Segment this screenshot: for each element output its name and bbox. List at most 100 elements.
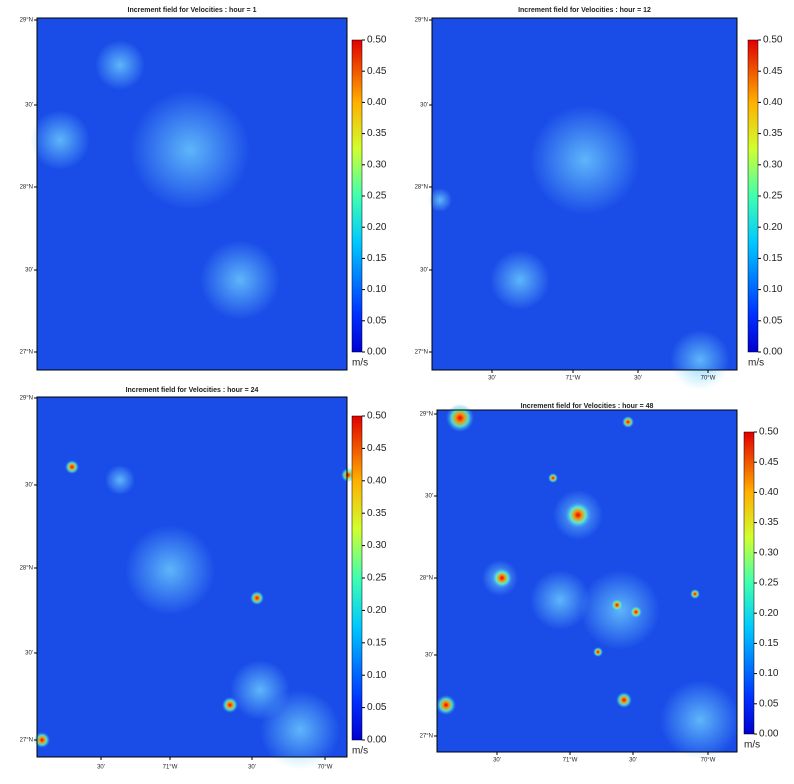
colorbar-label: 0.25 xyxy=(759,578,779,589)
lat-label: 28°N xyxy=(20,566,33,572)
colorbar-label: 0.45 xyxy=(763,66,783,77)
map-frame xyxy=(436,409,738,753)
field-hotspot xyxy=(622,416,634,428)
colorbar-label: 0.10 xyxy=(759,668,779,679)
colorbar-label: 0.20 xyxy=(367,605,387,616)
lon-label: 30' xyxy=(248,765,256,771)
lat-label: 27°N xyxy=(415,350,428,356)
colorbar-label: 0.00 xyxy=(763,347,783,358)
field-hotspot xyxy=(250,591,264,605)
field-feature xyxy=(660,680,740,760)
colorbar-label: 0.15 xyxy=(763,253,783,264)
lon-label: 70°W xyxy=(701,376,716,382)
colorbar-label: 0.05 xyxy=(759,698,779,709)
lat-label: 30' xyxy=(25,103,33,109)
colorbar-label: 0.30 xyxy=(763,159,783,170)
lon-label: 71°W xyxy=(563,758,578,764)
field-feature xyxy=(30,110,90,170)
colorbar-label: 0.45 xyxy=(759,457,779,468)
colorbar-label: 0.45 xyxy=(367,66,387,77)
map-frame xyxy=(431,17,738,371)
lat-label: 30' xyxy=(420,103,428,109)
colorbar-label: 0.35 xyxy=(763,128,783,139)
lat-label: 27°N xyxy=(420,734,433,740)
lat-label: 29°N xyxy=(20,396,33,402)
colorbar xyxy=(351,415,363,741)
field-feature xyxy=(200,240,280,320)
lat-label: 28°N xyxy=(20,185,33,191)
field-hotspot xyxy=(616,692,632,708)
panel-title: Increment field for Velocities : hour = … xyxy=(521,403,654,410)
colorbar-label: 0.10 xyxy=(367,670,387,681)
colorbar-label: 0.40 xyxy=(367,97,387,108)
colorbar-label: 0.15 xyxy=(367,253,387,264)
colorbar-label: 0.00 xyxy=(759,729,779,740)
lon-label: 30' xyxy=(629,758,637,764)
field-feature xyxy=(530,105,640,215)
field-hotspot xyxy=(222,697,238,713)
colorbar-label: 0.05 xyxy=(763,315,783,326)
map-frame xyxy=(36,17,348,371)
lat-label: 30' xyxy=(25,483,33,489)
colorbar-label: 0.40 xyxy=(763,97,783,108)
colorbar-label: 0.20 xyxy=(763,222,783,233)
field-hotspot xyxy=(436,695,456,715)
colorbar-label: 0.20 xyxy=(759,608,779,619)
field-hotspot xyxy=(593,647,603,657)
field-feature xyxy=(428,188,452,212)
lon-label: 71°W xyxy=(163,765,178,771)
colorbar-label: 0.10 xyxy=(763,284,783,295)
colorbar-label: 0.50 xyxy=(367,411,387,422)
lon-label: 71°W xyxy=(566,376,581,382)
lat-label: 30' xyxy=(25,651,33,657)
colorbar-unit: m/s xyxy=(744,740,760,751)
field-hotspot xyxy=(34,732,50,748)
lon-label: 70°W xyxy=(318,765,333,771)
colorbar-label: 0.35 xyxy=(367,128,387,139)
colorbar xyxy=(743,431,755,735)
lat-label: 28°N xyxy=(420,576,433,582)
colorbar-label: 0.35 xyxy=(367,508,387,519)
panel-title: Increment field for Velocities : hour = … xyxy=(126,387,259,394)
field-hotspot xyxy=(492,568,512,588)
lat-label: 29°N xyxy=(20,18,33,24)
map-frame xyxy=(36,396,348,758)
lat-label: 29°N xyxy=(420,412,433,418)
field-feature xyxy=(125,525,215,615)
colorbar-label: 0.40 xyxy=(759,487,779,498)
lat-label: 30' xyxy=(425,653,433,659)
lat-label: 27°N xyxy=(20,350,33,356)
colorbar-label: 0.35 xyxy=(759,517,779,528)
colorbar-label: 0.05 xyxy=(367,315,387,326)
lon-label: 70°W xyxy=(701,758,716,764)
colorbar-label: 0.25 xyxy=(763,191,783,202)
panel-title: Increment field for Velocities : hour = … xyxy=(518,7,651,14)
colorbar-label: 0.00 xyxy=(367,735,387,746)
lat-label: 30' xyxy=(25,268,33,274)
field-hotspot xyxy=(341,468,355,482)
colorbar-label: 0.50 xyxy=(763,35,783,46)
colorbar-unit: m/s xyxy=(352,746,368,757)
lon-label: 30' xyxy=(493,758,501,764)
field-feature xyxy=(490,250,550,310)
field-hotspot xyxy=(611,599,623,611)
lat-label: 28°N xyxy=(415,185,428,191)
colorbar-label: 0.15 xyxy=(759,638,779,649)
lon-label: 30' xyxy=(97,765,105,771)
colorbar-label: 0.00 xyxy=(367,347,387,358)
field-hotspot xyxy=(446,404,474,432)
field-feature xyxy=(105,465,135,495)
lon-label: 30' xyxy=(488,376,496,382)
lat-label: 27°N xyxy=(20,738,33,744)
lon-label: 30' xyxy=(634,376,642,382)
colorbar-label: 0.25 xyxy=(367,191,387,202)
colorbar-label: 0.50 xyxy=(367,35,387,46)
colorbar-label: 0.30 xyxy=(759,547,779,558)
colorbar-label: 0.20 xyxy=(367,222,387,233)
colorbar-label: 0.05 xyxy=(367,702,387,713)
field-feature xyxy=(130,90,250,210)
field-feature xyxy=(670,330,730,390)
panel-title: Increment field for Velocities : hour = … xyxy=(128,7,257,14)
colorbar-unit: m/s xyxy=(748,358,764,369)
